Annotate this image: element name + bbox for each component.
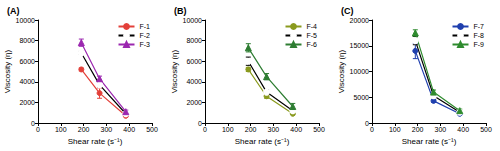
svg-text:Shear rate (s⁻¹): Shear rate (s⁻¹) bbox=[235, 137, 290, 146]
svg-text:(C): (C) bbox=[341, 6, 354, 16]
svg-text:8000: 8000 bbox=[186, 37, 202, 44]
svg-text:0: 0 bbox=[203, 126, 207, 133]
svg-text:F-7: F-7 bbox=[474, 23, 485, 30]
svg-text:6000: 6000 bbox=[186, 58, 202, 65]
svg-text:400: 400 bbox=[290, 126, 302, 133]
svg-text:500: 500 bbox=[480, 126, 492, 133]
svg-text:300: 300 bbox=[101, 126, 113, 133]
svg-text:300: 300 bbox=[435, 126, 447, 133]
svg-text:F-6: F-6 bbox=[307, 41, 318, 48]
svg-text:4000: 4000 bbox=[19, 78, 35, 85]
svg-text:500: 500 bbox=[146, 126, 158, 133]
svg-text:4000: 4000 bbox=[186, 78, 202, 85]
svg-text:10000: 10000 bbox=[183, 17, 203, 24]
svg-text:Viscosity (η): Viscosity (η) bbox=[337, 49, 346, 93]
svg-text:Shear rate (s⁻¹): Shear rate (s⁻¹) bbox=[402, 137, 457, 146]
svg-text:5000: 5000 bbox=[353, 94, 369, 101]
svg-text:8000: 8000 bbox=[19, 37, 35, 44]
svg-text:Shear rate (s⁻¹): Shear rate (s⁻¹) bbox=[68, 137, 123, 146]
svg-text:2000: 2000 bbox=[19, 99, 35, 106]
svg-text:F-2: F-2 bbox=[140, 32, 151, 39]
svg-text:100: 100 bbox=[222, 126, 234, 133]
svg-text:F-4: F-4 bbox=[307, 23, 318, 30]
svg-text:Viscosity (η): Viscosity (η) bbox=[3, 49, 12, 93]
svg-text:F-9: F-9 bbox=[474, 41, 485, 48]
svg-text:F-8: F-8 bbox=[474, 32, 485, 39]
svg-text:0: 0 bbox=[36, 126, 40, 133]
svg-text:(A): (A) bbox=[7, 6, 20, 16]
svg-text:F-5: F-5 bbox=[307, 32, 318, 39]
svg-text:0: 0 bbox=[370, 126, 374, 133]
svg-text:500: 500 bbox=[313, 126, 325, 133]
svg-text:15000: 15000 bbox=[350, 42, 370, 49]
svg-text:300: 300 bbox=[268, 126, 280, 133]
svg-text:F-1: F-1 bbox=[140, 23, 151, 30]
svg-text:0: 0 bbox=[31, 120, 35, 127]
svg-text:0: 0 bbox=[365, 120, 369, 127]
svg-text:10000: 10000 bbox=[350, 68, 370, 75]
svg-text:200: 200 bbox=[412, 126, 424, 133]
svg-text:Viscosity (η): Viscosity (η) bbox=[170, 49, 179, 93]
svg-text:6000: 6000 bbox=[19, 58, 35, 65]
svg-text:F-3: F-3 bbox=[140, 41, 151, 48]
svg-text:200: 200 bbox=[78, 126, 90, 133]
svg-text:10000: 10000 bbox=[16, 17, 36, 24]
svg-text:0: 0 bbox=[198, 120, 202, 127]
svg-text:20000: 20000 bbox=[350, 17, 370, 24]
svg-text:2000: 2000 bbox=[186, 99, 202, 106]
svg-text:100: 100 bbox=[55, 126, 67, 133]
svg-text:(B): (B) bbox=[174, 6, 187, 16]
svg-text:100: 100 bbox=[389, 126, 401, 133]
svg-text:400: 400 bbox=[457, 126, 469, 133]
svg-text:200: 200 bbox=[245, 126, 257, 133]
svg-text:400: 400 bbox=[123, 126, 135, 133]
